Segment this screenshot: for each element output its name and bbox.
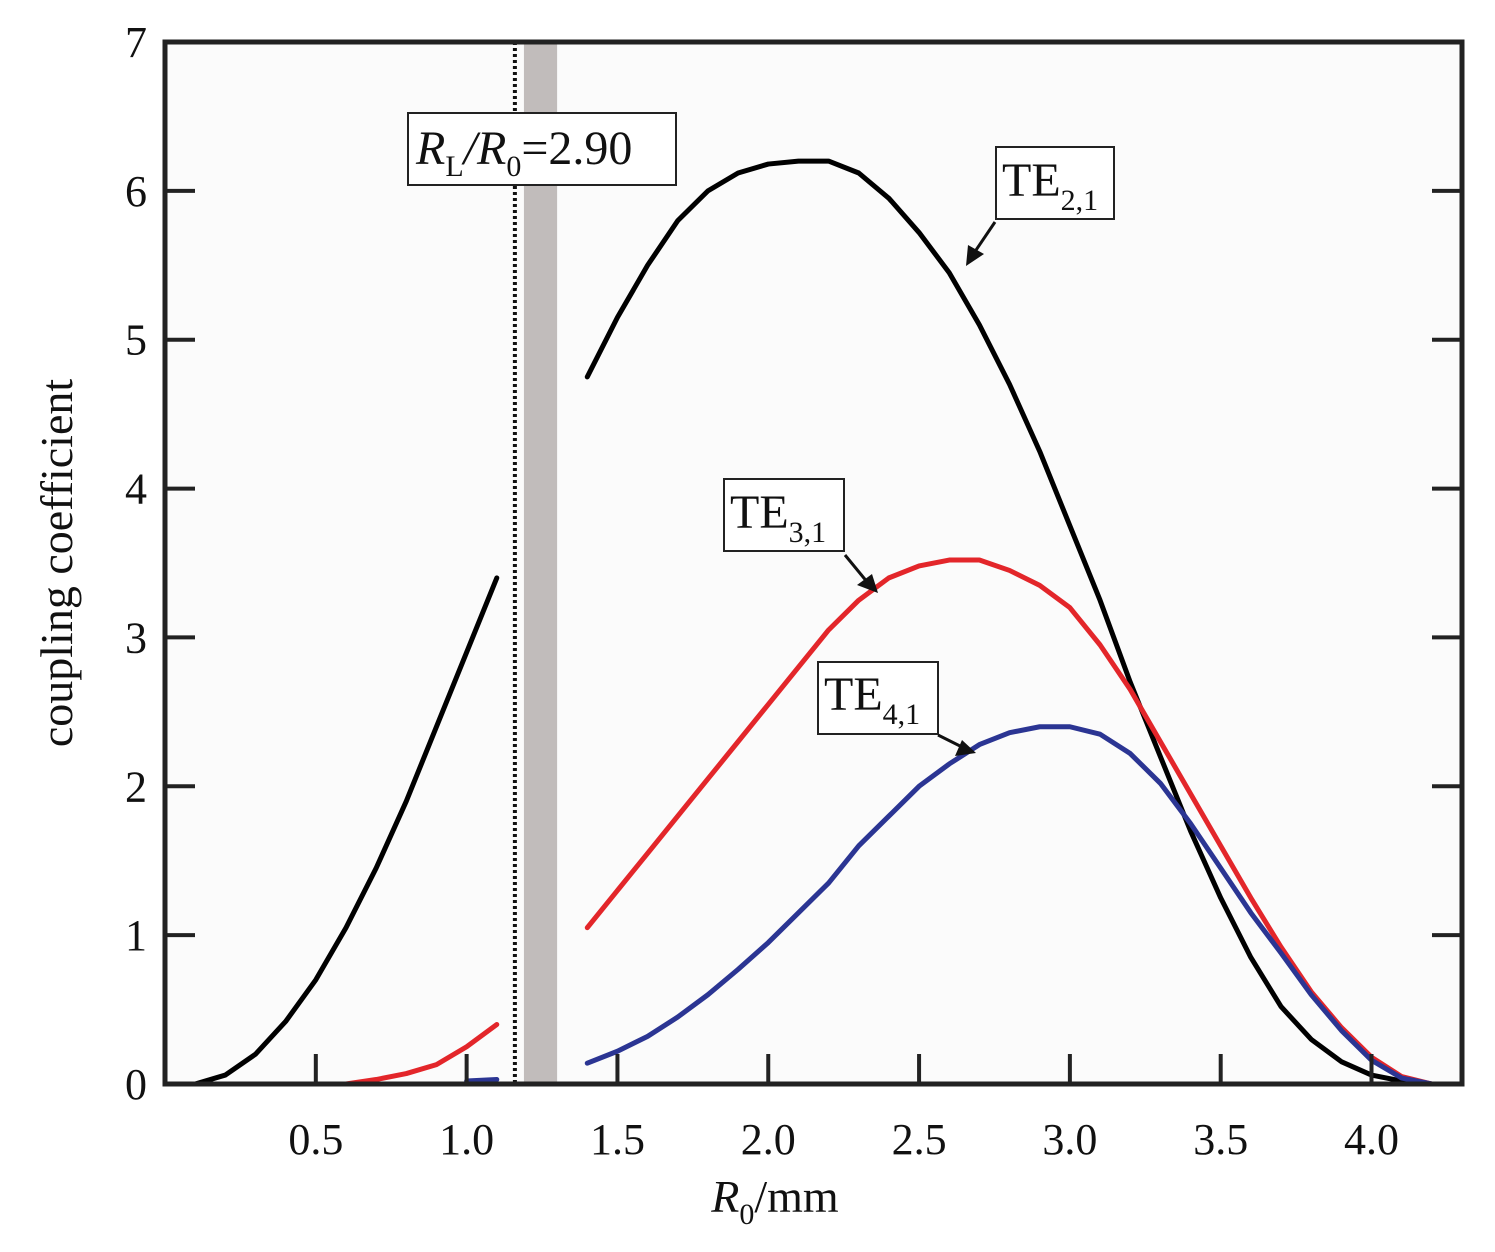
series-line-3-seg-1 [464, 1077, 500, 1084]
x-tick-label-2: 1.0 [439, 1115, 494, 1164]
te31-box [723, 478, 845, 552]
series-line-2-seg-2 [584, 557, 1435, 1087]
te41-box [817, 661, 939, 735]
x-axis-title-main: R [710, 1171, 739, 1222]
x-tick-label-6: 3.0 [1042, 1115, 1097, 1164]
shaded-band-layer [523, 42, 558, 1084]
te21-sub: 2,1 [1061, 184, 1099, 217]
x-tick-label-4: 2.0 [741, 1115, 796, 1164]
x-tick-label-7: 3.5 [1193, 1115, 1248, 1164]
te41-sub: 4,1 [883, 698, 921, 731]
series-line-1-seg-1 [192, 575, 500, 1087]
x-axis-title-sub: 0 [739, 1198, 754, 1231]
te41-arrow-head [955, 740, 976, 756]
ratio-box [407, 112, 677, 186]
shaded-band [523, 42, 558, 1084]
y-tick-label-8: 7 [125, 18, 147, 67]
y-tick-label-6: 5 [125, 316, 147, 365]
y-axis-title: coupling coefficient [31, 379, 82, 748]
te41-annotation: TE4,1 [817, 661, 976, 756]
y-tick-label-7: 6 [125, 167, 147, 216]
y-tick-label-1: 0 [125, 1060, 147, 1109]
te41-label: TE4,1 [824, 668, 920, 731]
te21-main: TE [1002, 154, 1061, 207]
plot-frame [162, 39, 1465, 1087]
series-line-1-seg-2 [584, 158, 1435, 1087]
x-tick-label-8: 4.0 [1344, 1115, 1399, 1164]
series-line-3-seg-2 [584, 724, 1435, 1087]
x-tick-label-5: 2.5 [892, 1115, 947, 1164]
te31-main: TE [730, 486, 789, 539]
x-axis-title: R0/mm [710, 1171, 839, 1231]
te21-arrow-head [966, 245, 984, 266]
ratio-label: RL/R0=2.90 [415, 122, 632, 183]
te31-sub: 3,1 [789, 516, 827, 549]
y-tick-label-2: 1 [125, 911, 147, 960]
te21-annotation: TE2,1 [966, 146, 1115, 266]
y-tick-label-3: 2 [125, 762, 147, 811]
x-axis-title-unit: /mm [754, 1171, 839, 1222]
ratio-value: =2.90 [521, 122, 632, 175]
ratio-annotation: RL/R0=2.90 [407, 112, 677, 186]
te31-arrow-line [843, 554, 870, 584]
te31-arrow-head [857, 574, 878, 593]
x-tick-label-1: 0.5 [288, 1115, 343, 1164]
ratio-slash: /R [461, 122, 507, 175]
y-tick-label-4: 3 [125, 613, 147, 662]
ratio-sub2: 0 [506, 150, 521, 183]
te21-label: TE2,1 [1002, 154, 1098, 217]
y-tick-label-5: 4 [125, 465, 147, 514]
te21-box [995, 146, 1115, 220]
ratio-main: R [415, 122, 445, 175]
plot-area [165, 42, 1462, 1084]
te41-main: TE [824, 668, 883, 721]
x-tick-label-3: 1.5 [590, 1115, 645, 1164]
te31-label: TE3,1 [730, 486, 826, 549]
te31-annotation: TE3,1 [723, 478, 878, 593]
tick-layer: 0.5 1.0 1.5 2.0 2.5 3.0 3.5 4.0 0 1 2 3 4 5 6 7 [125, 18, 1462, 1164]
ratio-sub1: L [445, 150, 463, 183]
